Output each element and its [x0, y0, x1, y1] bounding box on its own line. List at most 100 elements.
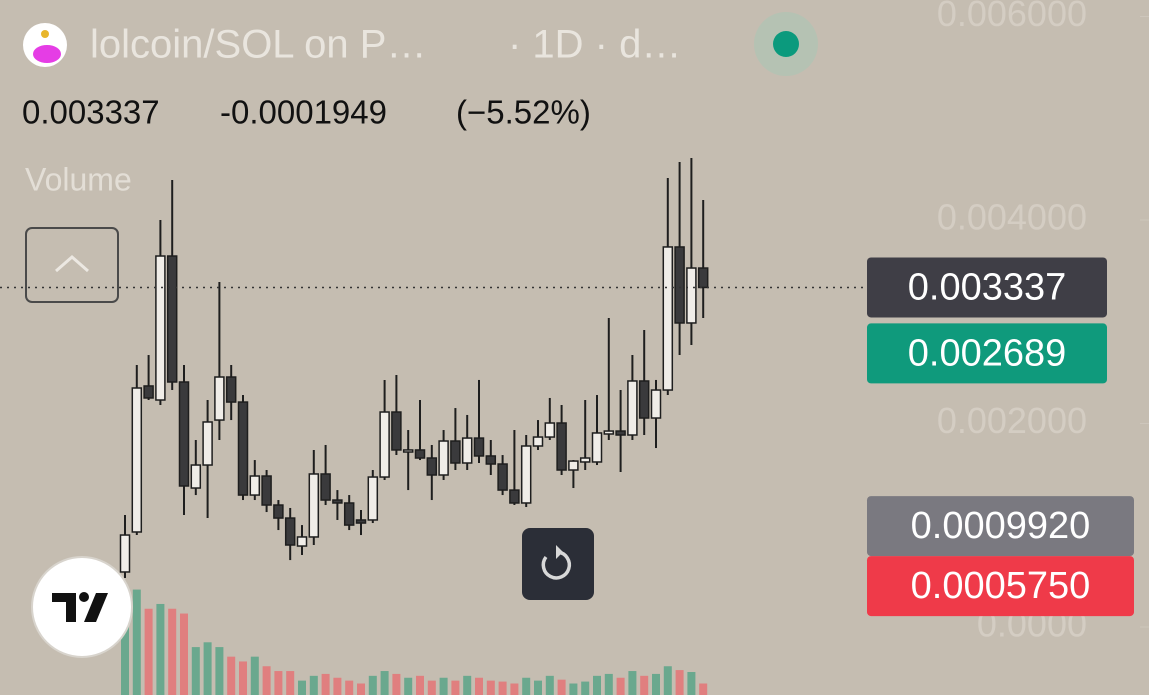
volume-bar: [368, 675, 377, 695]
volume-bar: [675, 670, 684, 695]
candle-body: [638, 380, 650, 419]
candle-body: [520, 445, 532, 504]
volume-bar: [203, 642, 212, 695]
price-label-box: [867, 323, 1107, 384]
volume-bar: [286, 671, 295, 695]
candle-body: [261, 475, 272, 506]
volume-bar: [404, 677, 413, 695]
candle-body: [438, 440, 449, 476]
volume-bar: [321, 673, 330, 695]
status-dot: [773, 31, 799, 57]
candle-body: [686, 267, 697, 324]
interval[interactable]: · 1D · d…: [508, 23, 681, 67]
price-label: 0.0005750: [911, 565, 1091, 607]
volume-bar: [333, 677, 342, 695]
volume-bar: [628, 671, 637, 695]
candle-body: [461, 437, 473, 464]
volume-bar: [640, 675, 649, 695]
candle-body: [273, 504, 284, 519]
candle-body: [166, 255, 178, 383]
tv-logo-t: [52, 593, 76, 622]
symbol-title[interactable]: lolcoin/SOL on P…: [90, 23, 426, 67]
volume-bar: [687, 672, 696, 695]
candle-body: [332, 499, 343, 504]
candle-body: [662, 246, 674, 391]
volume-bar: [227, 656, 236, 695]
y-tick-label: 0.006000: [937, 0, 1087, 34]
volume-bar: [180, 613, 188, 695]
price-label-box: [867, 556, 1134, 617]
volume-bar: [250, 656, 259, 695]
candle-body: [367, 476, 379, 521]
tv-logo-slash: [84, 593, 108, 622]
candle-body: [450, 440, 461, 464]
volume-bar: [132, 589, 141, 695]
candle-body: [391, 411, 402, 451]
candle-body: [697, 267, 709, 289]
candle-body: [190, 464, 202, 489]
volume-bar: [663, 666, 672, 695]
icon-coin: [41, 30, 49, 38]
price-label: 0.002689: [908, 332, 1067, 374]
candle-body: [320, 473, 331, 501]
candle-body: [497, 463, 508, 491]
last-price: 0.003337: [22, 94, 160, 131]
candles: [119, 158, 709, 578]
volume-bar: [239, 661, 247, 695]
price-label: 0.003337: [908, 266, 1067, 308]
candle-body: [414, 449, 426, 459]
candle-body: [485, 455, 497, 465]
volume-bar: [581, 681, 590, 695]
volume-bar: [121, 589, 129, 695]
volume-bar: [451, 680, 460, 695]
volume-bar: [699, 683, 708, 695]
candle-body: [591, 432, 603, 463]
collapse-button[interactable]: [25, 227, 119, 303]
y-tick-label: 0.002000: [937, 400, 1087, 441]
volume-bar: [215, 647, 224, 695]
tv-logo-dot: [79, 592, 89, 602]
volume-bar: [534, 680, 542, 695]
volume-bar: [616, 677, 625, 695]
candle-body: [532, 436, 544, 447]
candle-body: [627, 380, 638, 436]
candle-body: [473, 437, 485, 457]
volume-bar: [298, 680, 306, 695]
candle-body: [131, 387, 143, 533]
volume-bar: [156, 603, 165, 695]
candle-body: [544, 422, 556, 438]
candle-body: [650, 389, 662, 419]
price-label-box: [867, 257, 1107, 318]
candle-body: [143, 385, 154, 399]
volume-bar: [604, 673, 613, 695]
chevron-icon: [55, 255, 89, 273]
volume-bar: [522, 677, 531, 695]
volume-bar: [392, 673, 401, 695]
candle-body: [556, 422, 567, 471]
volume-bar: [262, 666, 271, 695]
candle-body: [202, 421, 213, 466]
volume-bar: [498, 681, 507, 695]
volume-bar: [191, 647, 200, 695]
candle-body: [343, 502, 355, 526]
volume-pane: [121, 589, 708, 695]
tv-logo[interactable]: [31, 556, 133, 658]
change-pct: (−5.52%): [456, 94, 591, 131]
candle-body: [579, 457, 591, 463]
volume-bar: [345, 680, 354, 695]
volume-bar: [168, 608, 177, 695]
candle-body: [426, 457, 438, 476]
icon-pig: [33, 45, 61, 63]
candle-body: [615, 430, 626, 436]
candle-body: [674, 246, 685, 324]
volume-bar: [357, 683, 365, 695]
candle-body: [296, 536, 308, 547]
y-tick-label: 0.004000: [937, 197, 1087, 238]
price-label: 0.0009920: [911, 505, 1091, 547]
candle-body: [355, 519, 367, 524]
volume-bar: [545, 675, 554, 695]
candle-body: [237, 401, 249, 496]
candle-body: [155, 255, 166, 401]
candle-body: [284, 517, 296, 546]
reset-button[interactable]: [522, 528, 594, 600]
